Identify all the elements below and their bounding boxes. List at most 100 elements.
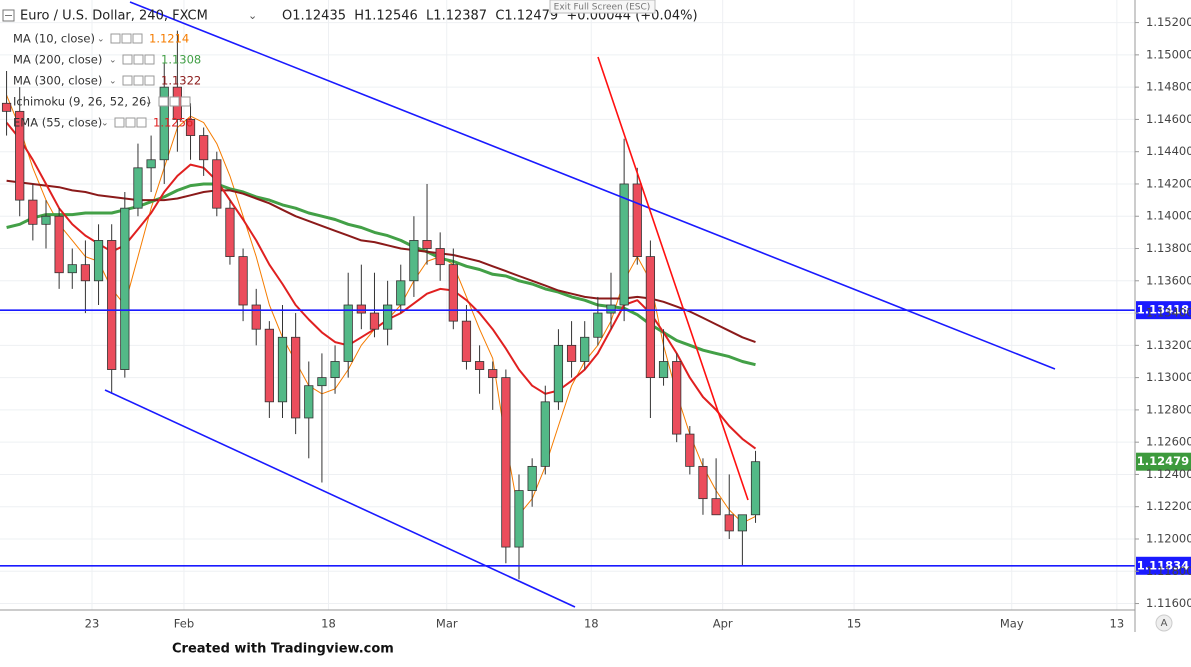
candle-body [356,304,366,314]
legend-button[interactable] [136,117,147,128]
candle-body [474,361,485,370]
candle-body [632,183,642,257]
candle-body [527,465,537,491]
candle-body [685,433,695,467]
candle-body [80,264,91,282]
candle-body [698,465,708,500]
candle-body [317,377,327,387]
auto-scale-button[interactable] [1155,614,1173,632]
level-label: 1.13418 [1137,303,1189,317]
x-tick-label: 15 [847,617,862,631]
candle-body [409,240,419,282]
legend-button[interactable] [158,96,169,107]
candle-body [553,344,564,403]
candle-body [711,498,721,516]
tooltip-box [549,0,656,14]
y-tick-label: 1.11800 [1146,564,1191,578]
candle-body [225,207,235,257]
levels: 1.13418 1.11834 1.12479 [0,301,1191,575]
legend-value: 1.1322 [161,74,201,88]
legend-chevron: ⌄ [97,35,105,45]
legend-label: MA (10, close) [13,32,95,46]
legend-label: EMA (55, close) [13,116,102,130]
legend-button[interactable] [121,33,132,44]
level-label: 1.11834 [1137,558,1189,572]
candle-body [422,240,432,249]
candle-body [107,240,117,370]
y-tick-label: 1.12000 [1146,531,1191,545]
y-tick-label: 1.13000 [1146,370,1191,384]
level-badge [1136,556,1191,575]
candle-body [750,461,761,516]
y-tick-label: 1.15200 [1146,15,1191,29]
candle-body [593,312,603,338]
legend-button[interactable] [144,54,155,65]
last-price-label: 1.12479 [1137,454,1189,468]
candle-body [435,248,445,266]
ma-line [5,121,757,450]
legend-button[interactable] [125,117,136,128]
legend-button[interactable] [132,33,143,44]
last-price-badge [1136,452,1191,471]
candle-body [672,361,682,435]
axes: 1.15200 1.15000 1.14800 1.14600 1.14400 1.142… [85,15,1191,630]
candle-body [461,320,472,362]
legend-chevron: ⌄ [109,56,117,66]
x-tick-label: 18 [321,617,336,631]
candle-body [251,304,261,330]
candle-body [724,514,734,532]
candle-body [1,102,12,112]
legend-button[interactable] [122,75,133,86]
legend-label: MA (300, close) [13,74,102,88]
legend-chevron: ⌄ [101,119,109,129]
candle-body [448,264,458,322]
candle-body [645,256,656,379]
y-tick-label: 1.13200 [1146,338,1191,352]
x-tick-label: Apr [713,617,733,631]
level-badge [1136,301,1191,320]
y-tick-label: 1.14000 [1146,209,1191,223]
candle-body [304,385,314,419]
legend-button[interactable] [114,117,125,128]
candle-body [41,215,51,225]
candle-body [120,207,130,370]
candle-body [488,369,498,379]
legend-button[interactable] [122,54,133,65]
legend-value: 1.1256 [153,116,193,130]
candle-body [330,361,340,379]
candle-body [606,304,616,314]
chevron[interactable]: ⌄ [248,9,257,22]
legend-value: 1.1308 [161,53,201,67]
candle-body [67,264,77,274]
y-tick-label: 1.11600 [1146,596,1191,610]
candle-body [737,514,747,532]
candle-body [264,328,274,403]
legend-button[interactable] [110,33,121,44]
y-tick-label: 1.14800 [1146,80,1191,94]
legend-button[interactable] [144,75,155,86]
legend-button[interactable] [180,96,191,107]
candle-body [212,159,222,209]
candle-body [93,240,104,282]
y-tick-label: 1.12200 [1146,499,1191,513]
legend-button[interactable] [169,96,180,107]
candle-body [501,377,511,548]
candle-body [658,361,669,379]
candles [1,30,761,580]
x-tick-label: 23 [85,617,100,631]
legend-button[interactable] [133,75,144,86]
x-tick-label: 13 [1110,617,1125,631]
candle-body [291,336,301,419]
y-tick-label: 1.14400 [1146,144,1191,158]
candle-body [566,344,577,362]
symbol-title: Euro / U.S. Dollar, 240, FXCM [20,9,208,24]
trend-lines [104,1,1056,608]
auto-scale-label[interactable]: A [1161,618,1168,629]
candle-body [159,86,169,161]
y-tick-label: 1.13600 [1146,273,1191,287]
tooltip: Exit Full Screen (ESC) [554,3,651,13]
legend-button[interactable] [133,54,144,65]
candle-body [133,167,143,209]
